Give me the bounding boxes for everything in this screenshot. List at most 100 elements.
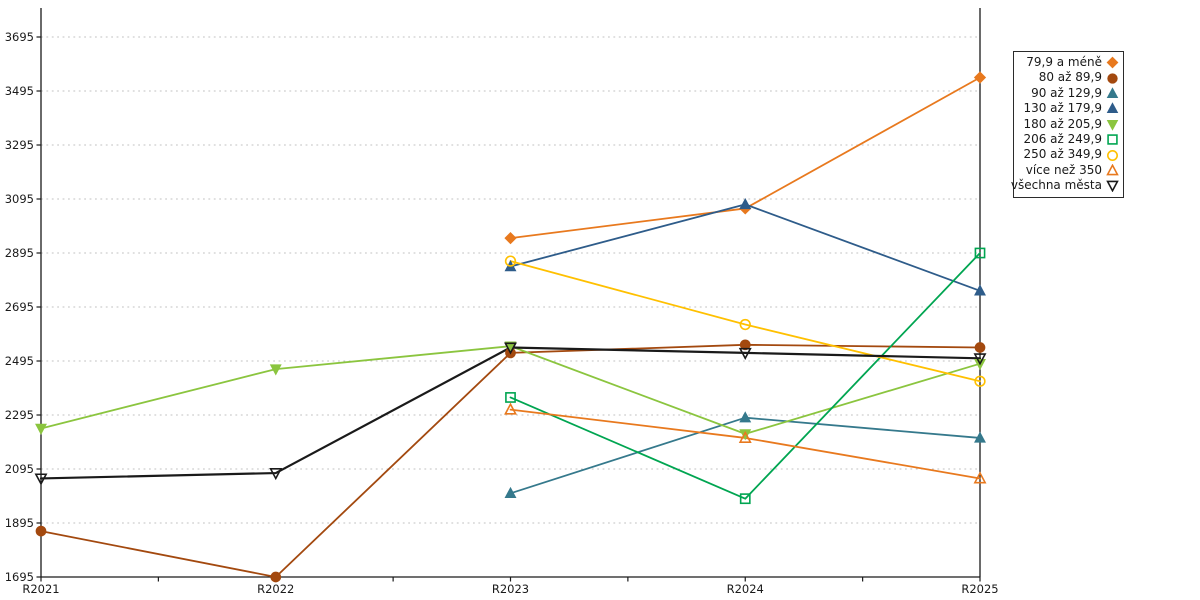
data-point-marker: [1106, 180, 1119, 193]
data-point-marker: [973, 353, 987, 366]
legend-item-label: všechna města: [1010, 178, 1102, 193]
y-tick-labels: 1695 1895 2095 2295 2495 2695 2895 3095 3295 3495…: [5, 30, 41, 584]
data-point-marker: [505, 392, 516, 403]
legend-item-label: 250 až 349,9: [1023, 147, 1102, 162]
legend-item-label: 180 až 205,9: [1023, 116, 1102, 131]
data-point-marker: [974, 431, 986, 443]
series-2-markers: [35, 339, 986, 583]
x-tick-label: R2023: [492, 582, 529, 596]
data-point-marker: [974, 247, 986, 259]
legend-item-label: 79,9 a méně: [1026, 55, 1102, 69]
y-tick-label: 3295: [5, 138, 34, 152]
y-tick-label: 1695: [5, 570, 34, 584]
legend-item: více než 350: [1017, 163, 1119, 178]
circle-legend-marker-icon: [1107, 149, 1118, 161]
legend-item-label: 206 až 249,9: [1023, 131, 1102, 146]
data-point-marker: [974, 284, 986, 296]
series-5-markers: [35, 341, 986, 441]
data-point-marker: [1106, 56, 1119, 69]
data-point-marker: [504, 232, 517, 245]
legend-item: 250 až 349,9: [1017, 147, 1119, 162]
legend-item: 90 až 129,9: [1017, 86, 1119, 101]
legend-item: 79,9 a méně: [1017, 55, 1119, 70]
legend-item-label: 80 až 89,9: [1038, 70, 1102, 85]
x-tick-label: R2021: [22, 582, 59, 596]
data-point-marker: [504, 342, 517, 355]
series-2-line: [40, 343, 981, 578]
data-point-marker: [504, 402, 517, 415]
triangle-down-legend-marker-icon: [1106, 180, 1119, 193]
series-8-markers: [504, 402, 987, 484]
data-point-marker: [504, 486, 517, 499]
y-tick-label: 3095: [5, 192, 34, 206]
diamond-legend-marker-icon: [1106, 56, 1119, 69]
y-tick-label: 2095: [5, 462, 34, 476]
series-3-markers: [504, 411, 986, 499]
y-tick-label: 2695: [5, 300, 34, 314]
data-point-marker: [973, 471, 987, 484]
data-point-marker: [504, 255, 517, 267]
data-point-marker: [270, 571, 282, 583]
data-point-marker: [738, 430, 752, 443]
series-7-markers: [504, 255, 986, 387]
data-point-marker: [974, 342, 986, 353]
data-point-marker: [739, 318, 751, 331]
data-point-marker: [34, 473, 48, 486]
triangle-up-legend-marker-icon: [1106, 163, 1119, 176]
data-point-marker: [35, 423, 47, 435]
data-point-marker: [269, 468, 283, 481]
y-tick-label: 1895: [5, 516, 34, 530]
series-7-line: [509, 260, 981, 383]
triangle-up-legend-marker-icon: [1106, 102, 1119, 114]
y-tick-label: 3695: [5, 30, 34, 44]
y-gridlines: [41, 36, 980, 524]
series-6-line: [509, 252, 981, 500]
data-point-marker: [1106, 87, 1119, 99]
data-point-marker: [973, 71, 987, 84]
y-tick-label: 3495: [5, 84, 34, 98]
y-tick-label: 2495: [5, 354, 34, 368]
x-tick-label: R2025: [961, 582, 998, 596]
legend-item: 180 až 205,9: [1017, 117, 1119, 132]
legend-item: 206 až 249,9: [1017, 132, 1119, 147]
series-5-line: [40, 345, 981, 435]
series-9-markers: [34, 342, 987, 486]
x-tick-label: R2022: [257, 582, 294, 596]
data-point-marker: [1107, 134, 1118, 145]
triangle-up-legend-marker-icon: [1106, 87, 1119, 99]
data-point-marker: [1106, 163, 1119, 176]
series-9-line: [39, 346, 982, 480]
data-point-marker: [1106, 102, 1119, 114]
data-point-marker: [1107, 72, 1118, 84]
legend-item: 130 až 179,9: [1017, 101, 1119, 116]
series-3-line: [509, 416, 981, 495]
data-point-marker: [739, 339, 751, 351]
legend-item: všechna města: [1011, 178, 1119, 193]
y-tick-label: 2895: [5, 246, 34, 260]
square-legend-marker-icon: [1107, 134, 1118, 145]
legend-item-label: 90 až 129,9: [1031, 85, 1102, 100]
legend-item: 80 až 89,9: [1017, 70, 1119, 85]
series-6-markers: [505, 247, 986, 505]
data-point-marker: [739, 197, 752, 210]
data-point-marker: [269, 364, 282, 376]
data-point-marker: [738, 347, 752, 360]
legend-item-label: 130 až 179,9: [1023, 101, 1102, 116]
series-1-markers: [504, 71, 987, 245]
data-point-marker: [739, 429, 752, 441]
legend-item-label: více než 350: [1025, 162, 1102, 177]
data-point-marker: [739, 493, 751, 505]
data-point-marker: [1107, 149, 1118, 161]
data-point-marker: [739, 411, 752, 423]
triangle-down-legend-marker-icon: [1106, 119, 1119, 131]
data-point-marker: [974, 375, 986, 387]
y-tick-label: 2295: [5, 408, 34, 422]
series-4-line: [509, 203, 981, 292]
data-point-marker: [35, 525, 47, 537]
x-tick-labels: R2021 R2022 R2023 R2024 R2025: [22, 577, 999, 596]
circle-legend-marker-icon: [1107, 72, 1118, 84]
data-point-marker: [1106, 119, 1119, 131]
legend: 79,9 a méně 80 až 89,9 90 až 129,9 130 až 1…: [1011, 51, 1124, 198]
